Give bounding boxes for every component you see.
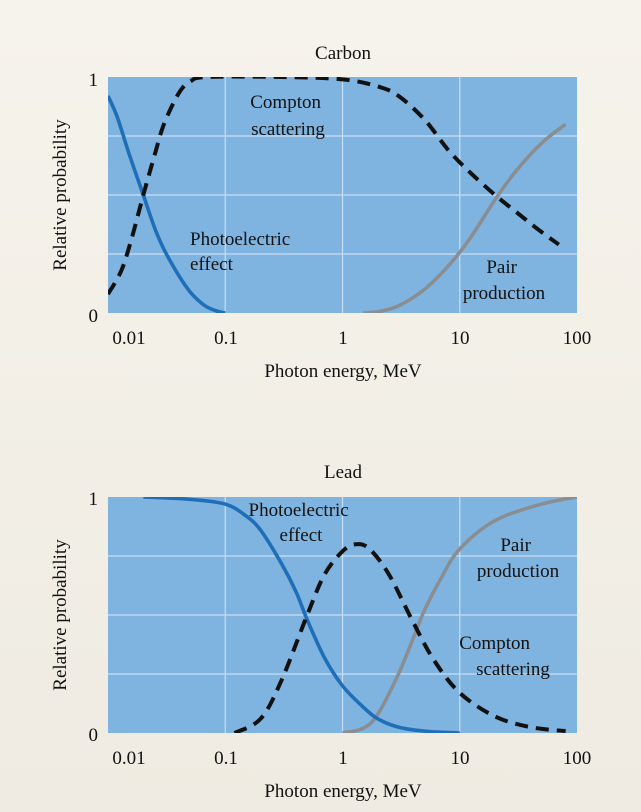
chart-title: Lead xyxy=(324,462,362,483)
photoelectric-label-line-2: effect xyxy=(280,525,324,546)
chart-bottom: Lead 1 0 0.01 0.1 1 10 100 Photon energy… xyxy=(50,462,591,802)
compton-label-line-1: Compton xyxy=(250,92,321,113)
y-tick-label-bottom: 0 xyxy=(89,725,99,746)
x-tick-label: 0.1 xyxy=(214,328,238,349)
y-axis-label: Relative probability xyxy=(50,539,71,691)
photoelectric-label-line-1: Photoelectric xyxy=(190,229,290,250)
x-tick-label: 100 xyxy=(563,748,592,769)
x-tick-label: 100 xyxy=(563,328,592,349)
series-group xyxy=(143,497,577,733)
photoelectric-effect-label: Photoelectric effect xyxy=(249,500,354,546)
pair-curve xyxy=(342,497,577,733)
x-tick-label: 1 xyxy=(338,748,348,769)
x-tick-label: 0.01 xyxy=(112,328,145,349)
y-tick-label-top: 1 xyxy=(89,489,99,510)
pair-label-line-1: Pair xyxy=(486,257,517,278)
y-tick-label-bottom: 0 xyxy=(89,306,99,327)
grid-lines xyxy=(108,497,577,733)
photoelectric-curve xyxy=(143,497,460,733)
pair-production-label: Pair production xyxy=(463,257,546,304)
x-tick-label: 0.1 xyxy=(214,748,238,769)
x-axis-label: Photon energy, MeV xyxy=(264,781,422,802)
pair-production-label: Pair production xyxy=(477,535,560,582)
chart-title: Carbon xyxy=(315,43,371,64)
photoelectric-effect-label: Photoelectric effect xyxy=(190,229,295,275)
series-group xyxy=(108,77,567,313)
compton-scattering-label: Compton scattering xyxy=(459,633,550,680)
pair-label-line-2: production xyxy=(463,283,546,304)
photoelectric-label-line-2: effect xyxy=(190,254,234,275)
compton-label-line-2: scattering xyxy=(251,119,325,140)
chart-top: Carbon 1 0 0.01 0.1 1 10 100 Photon ener… xyxy=(50,43,591,382)
pair-label-line-1: Pair xyxy=(500,535,531,556)
compton-curve xyxy=(108,77,561,296)
x-axis-label: Photon energy, MeV xyxy=(264,361,422,382)
compton-label-line-2: scattering xyxy=(476,659,550,680)
compton-curve xyxy=(233,542,566,733)
y-axis-label: Relative probability xyxy=(50,119,71,271)
photoelectric-curve xyxy=(108,95,226,313)
x-tick-label: 1 xyxy=(338,328,348,349)
x-tick-label: 10 xyxy=(451,748,470,769)
compton-scattering-label: Compton scattering xyxy=(250,92,325,140)
y-tick-label-top: 1 xyxy=(89,70,99,91)
compton-label-line-1: Compton xyxy=(459,633,530,654)
x-tick-label: 0.01 xyxy=(112,748,145,769)
grid-lines xyxy=(108,77,577,313)
pair-label-line-2: production xyxy=(477,561,560,582)
x-tick-label: 10 xyxy=(451,328,470,349)
pair-curve xyxy=(363,122,567,313)
photoelectric-label-line-1: Photoelectric xyxy=(249,500,349,521)
